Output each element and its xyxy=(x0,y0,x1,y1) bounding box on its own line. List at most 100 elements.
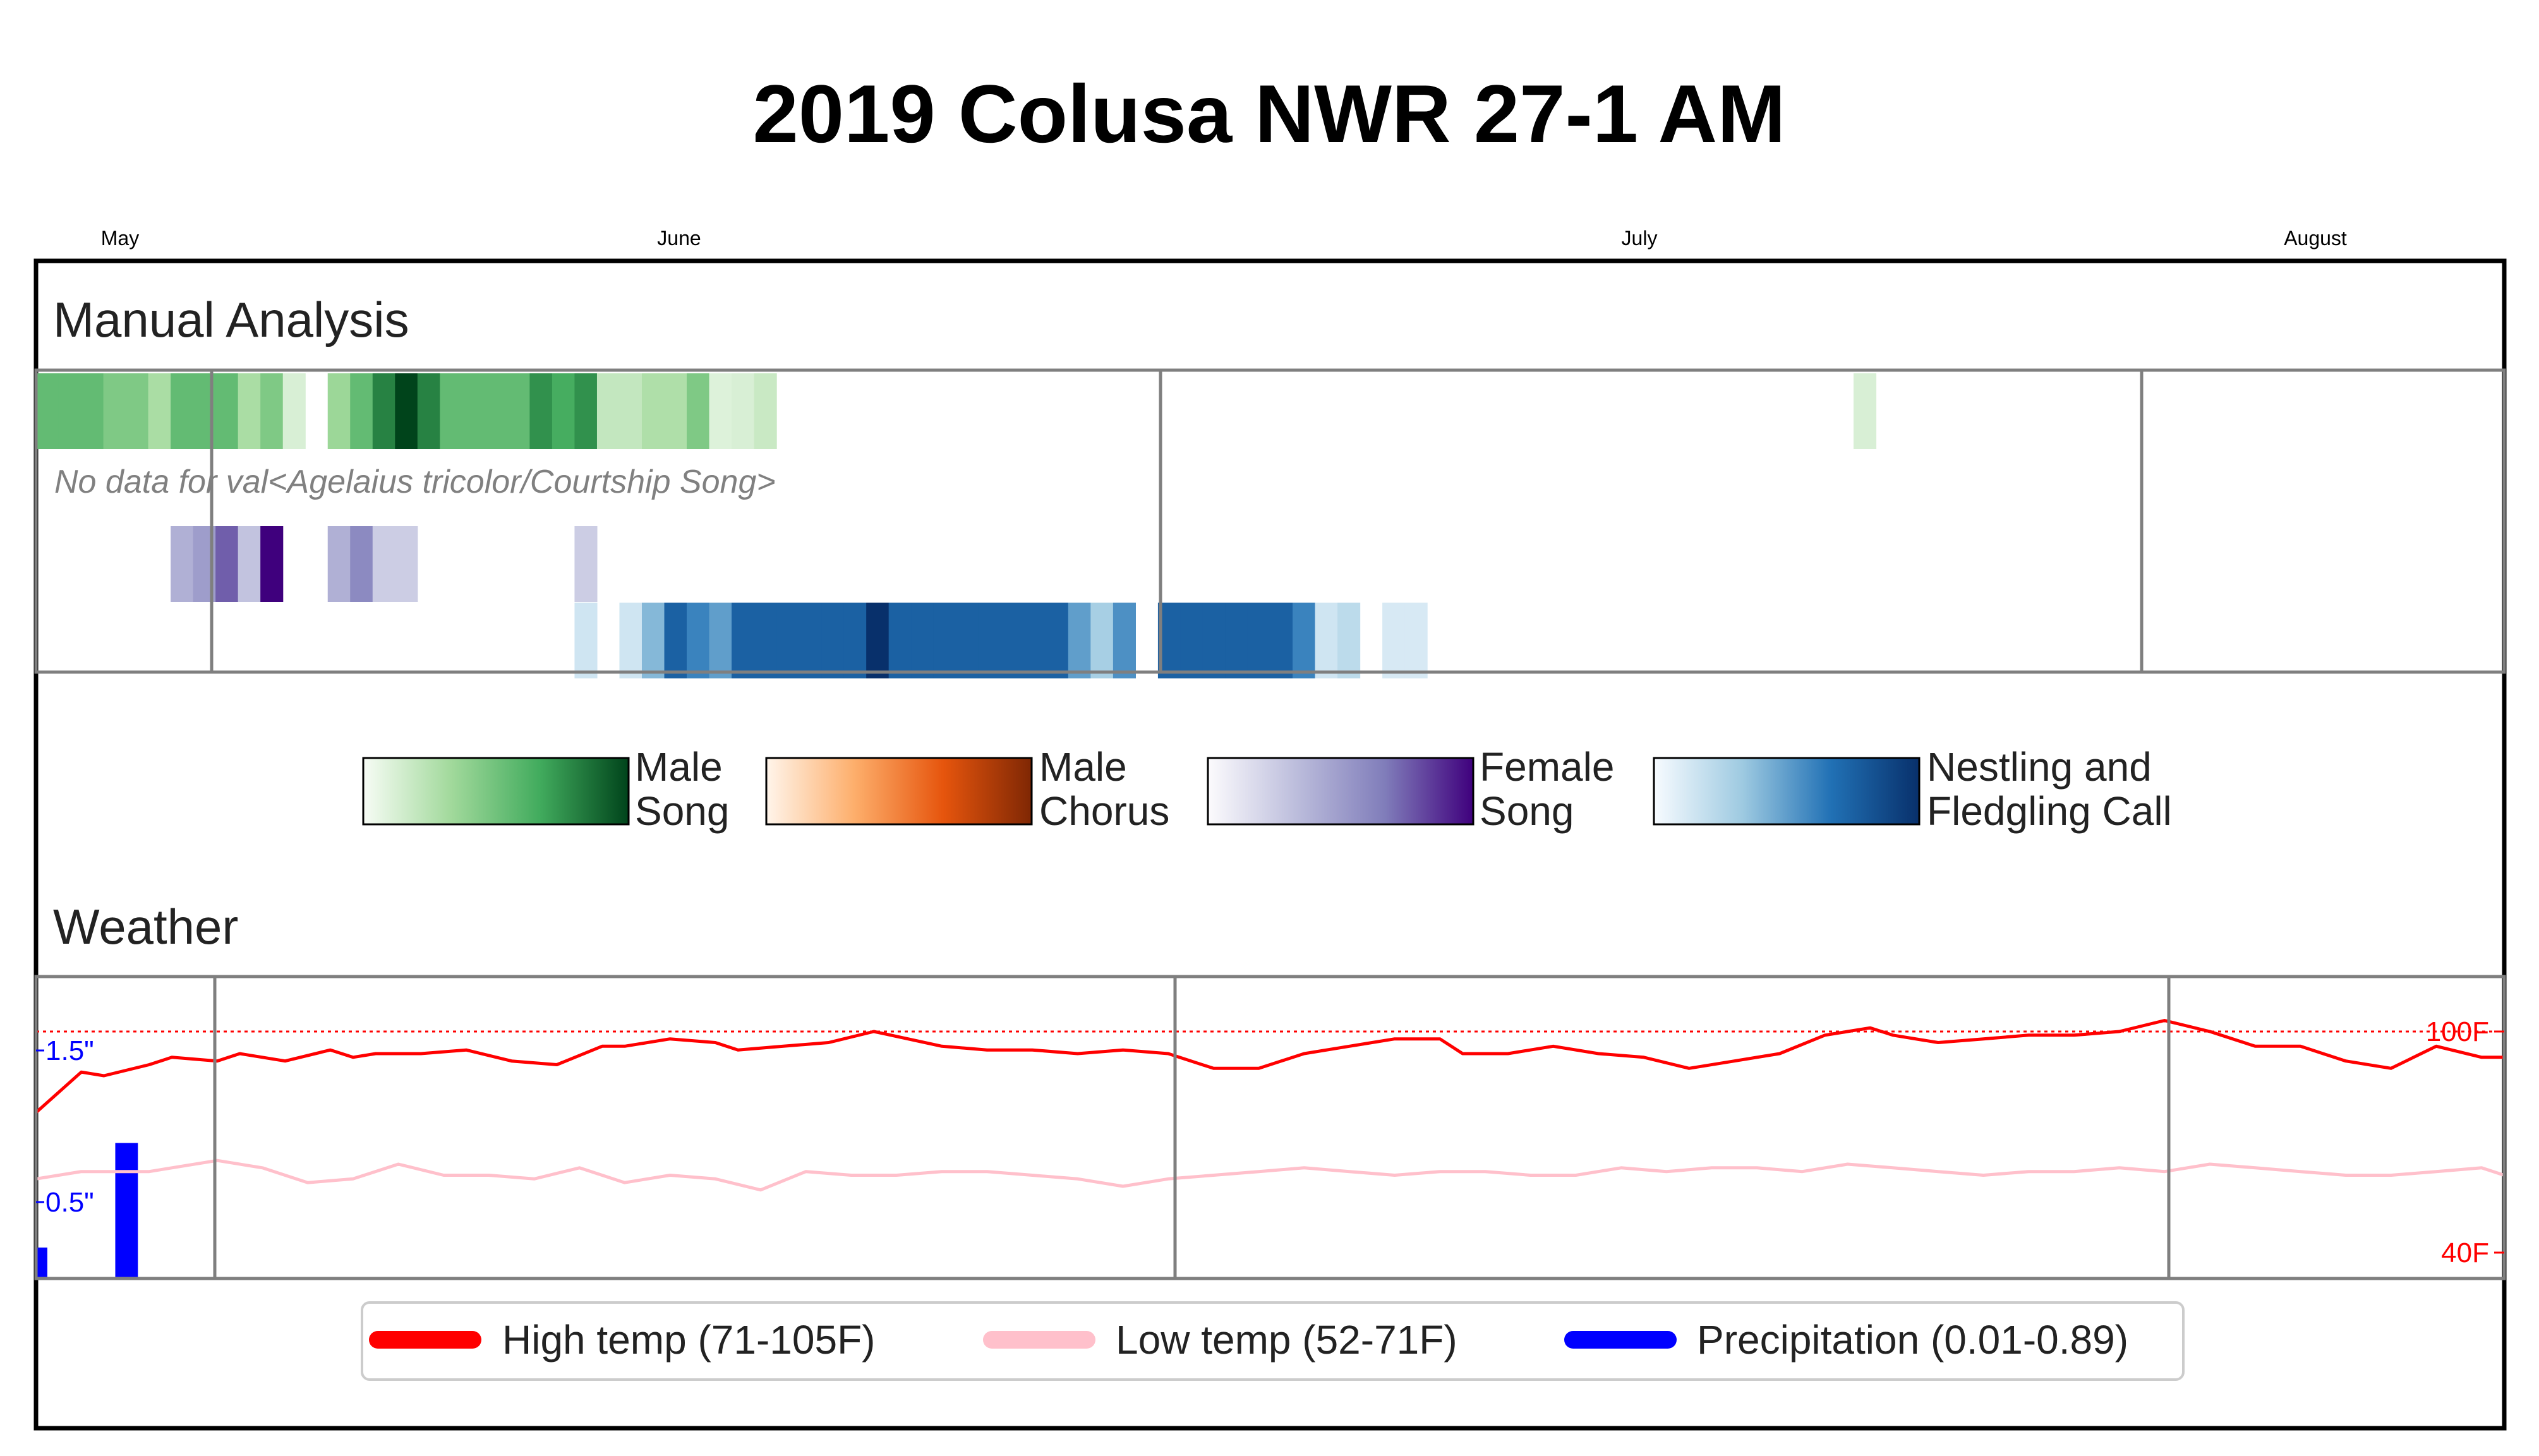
heatmap-cell xyxy=(36,373,59,449)
heatmap-cell xyxy=(260,373,284,449)
heatmap-cell xyxy=(1068,603,1091,678)
heatmap-cell xyxy=(260,526,284,602)
heatmap-cell xyxy=(1023,603,1046,678)
heatmap-cell xyxy=(709,603,732,678)
figure-frame xyxy=(33,258,2507,1431)
heatmap-cell xyxy=(440,373,463,449)
heatmap-cell xyxy=(1382,603,1406,678)
heatmap-cell xyxy=(1853,373,1877,449)
colorbar-label: Song xyxy=(1480,788,1574,834)
heatmap-cell xyxy=(171,526,194,602)
month-label-may: May xyxy=(101,227,139,250)
heatmap-cell xyxy=(238,373,261,449)
heatmap-cell xyxy=(664,603,687,678)
heatmap-cell xyxy=(754,603,777,678)
high-temp-line xyxy=(35,1019,2504,1114)
colorbar-nestling-fledgling-call: Nestling and Fledgling Call xyxy=(1653,744,2172,834)
heatmap-cell xyxy=(1247,603,1271,678)
heatmap-cell xyxy=(619,603,642,678)
weather-frame xyxy=(34,975,2506,1280)
temp-tick-label: 100F xyxy=(2426,1016,2489,1047)
heatmap-cell xyxy=(417,373,440,449)
heatmap-cell xyxy=(754,373,777,449)
heatmap-cell xyxy=(911,603,934,678)
heatmap-cell xyxy=(215,373,239,449)
legend-label-precipitation: Precipitation (0.01-0.89) xyxy=(1697,1317,2128,1363)
heatmap-cell xyxy=(574,526,598,602)
heatmap-cell xyxy=(709,373,732,449)
heatmap-cell xyxy=(641,603,665,678)
heatmap-cell xyxy=(888,603,912,678)
heatmap-cell xyxy=(821,603,845,678)
legend-label-high-temp: High temp (71-105F) xyxy=(502,1317,875,1363)
heatmap-cell xyxy=(1225,603,1248,678)
colorbar-label: Female xyxy=(1480,744,1614,790)
heatmap-cell xyxy=(978,603,1001,678)
heatmap-cell xyxy=(103,373,126,449)
heatmap-cell xyxy=(372,526,395,602)
precipitation-bar xyxy=(115,1143,138,1279)
weather-heading: Weather xyxy=(53,899,238,954)
heatmap-cell xyxy=(1001,603,1024,678)
low-temp-line xyxy=(35,1158,2505,1192)
temp-tick-label: 40F xyxy=(2441,1237,2489,1268)
colorbar-male-song: Male Song xyxy=(362,744,729,834)
heatmap-cell xyxy=(933,603,956,678)
heatmap-cell xyxy=(687,373,710,449)
heatmap-cell xyxy=(732,603,755,678)
heatmap-cell xyxy=(1293,603,1316,678)
colorbar-label: Nestling and xyxy=(1927,744,2152,790)
heatmap-cell xyxy=(1337,603,1361,678)
heatmap-cell xyxy=(395,526,418,602)
manual-analysis-heading: Manual Analysis xyxy=(53,292,409,347)
heatmap-cell xyxy=(1113,603,1136,678)
heatmap-cell xyxy=(776,603,800,678)
heatmap-cell xyxy=(58,373,81,449)
colorbar-label: Male xyxy=(635,744,723,790)
heatmap-cells xyxy=(36,373,1877,678)
heatmap-cell xyxy=(956,603,979,678)
heatmap-cell xyxy=(664,373,687,449)
heatmap-cell xyxy=(687,603,710,678)
legend-box xyxy=(361,1301,2185,1381)
heatmap-cell xyxy=(574,373,598,449)
heatmap-cell xyxy=(350,526,373,602)
heatmap-cell xyxy=(215,526,239,602)
heatmap-cell xyxy=(350,373,373,449)
heatmap-cell xyxy=(843,603,867,678)
precipitation-bar xyxy=(36,1248,47,1279)
heatmap-cell xyxy=(462,373,485,449)
heatmap-cell xyxy=(1270,603,1293,678)
heatmap-cell xyxy=(282,373,306,449)
heatmap-cell xyxy=(1315,603,1338,678)
heatmap-cell xyxy=(327,373,351,449)
colorbar-label: Male xyxy=(1039,744,1127,790)
weather-legend: High temp (71-105F) Low temp (52-71F) Pr… xyxy=(361,1301,2185,1381)
heatmap-cell xyxy=(327,526,351,602)
heatmap-cell xyxy=(485,373,508,449)
precip-tick-label: 1.5" xyxy=(45,1035,94,1066)
heatmap-frame xyxy=(34,368,2506,674)
heatmap-cell xyxy=(596,373,620,449)
chart-title: 2019 Colusa NWR 27-1 AM xyxy=(752,68,1785,160)
heatmap-cell xyxy=(1404,603,1428,678)
heatmap-cell xyxy=(148,373,171,449)
heatmap-cell xyxy=(171,373,194,449)
colorbar-label: Song xyxy=(635,788,729,834)
colorbar-label: Chorus xyxy=(1039,788,1169,834)
month-label-june: June xyxy=(657,227,701,250)
colorbar-male-chorus: Male Chorus xyxy=(765,744,1169,834)
heatmap-cell xyxy=(732,373,755,449)
heatmap-cell xyxy=(372,373,395,449)
heatmap-cell xyxy=(1180,603,1203,678)
heatmap-cell xyxy=(799,603,822,678)
colorbar-label: Fledgling Call xyxy=(1927,788,2172,834)
heatmap-cell xyxy=(126,373,149,449)
legend-label-low-temp: Low temp (52-71F) xyxy=(1116,1317,1457,1363)
heatmap-cell xyxy=(238,526,261,602)
no-data-message: No data for val<Agelaius tricolor/Courts… xyxy=(54,464,776,500)
colorbar-female-song: Female Song xyxy=(1207,744,1614,834)
heatmap-cell xyxy=(395,373,418,449)
month-label-july: July xyxy=(1622,227,1658,250)
